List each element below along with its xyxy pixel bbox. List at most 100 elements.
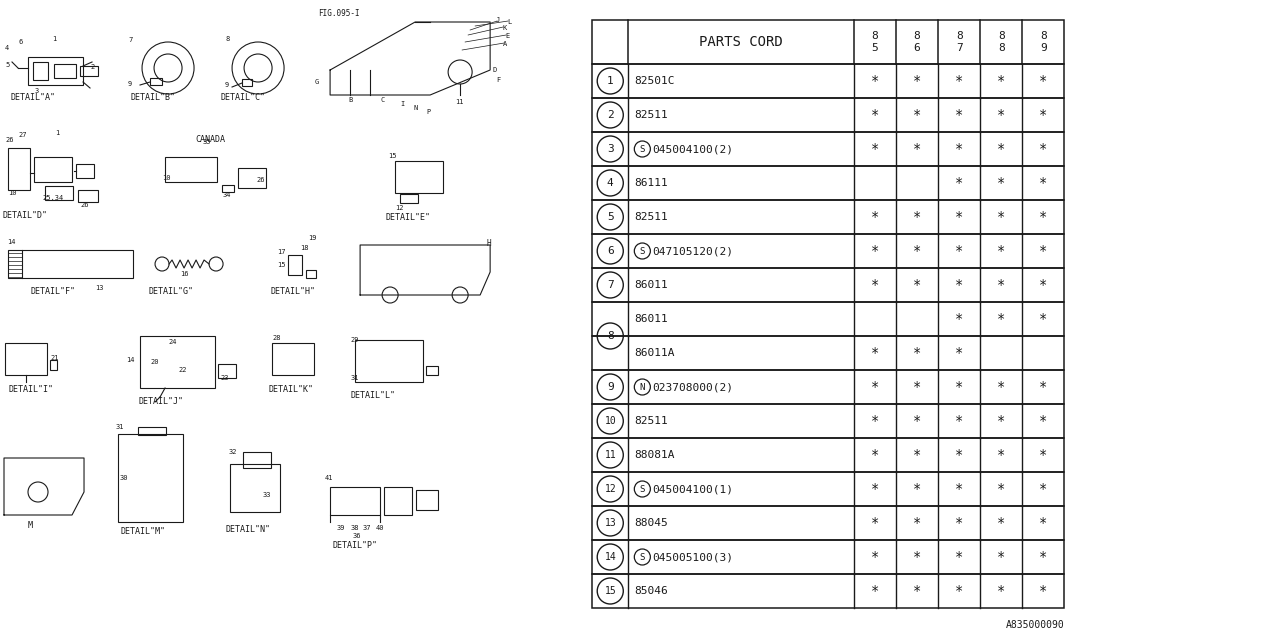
Text: DETAIL"N": DETAIL"N": [225, 525, 270, 534]
Text: 85046: 85046: [635, 586, 668, 596]
Bar: [230, 464, 280, 512]
Text: *: *: [997, 278, 1006, 292]
Text: 15: 15: [388, 153, 397, 159]
Bar: [593, 98, 1065, 132]
Text: DETAIL"L": DETAIL"L": [351, 392, 396, 401]
Text: 34: 34: [221, 192, 230, 198]
Text: 41: 41: [325, 475, 334, 481]
Text: 86011: 86011: [635, 280, 668, 290]
Text: DETAIL"H": DETAIL"H": [270, 287, 315, 296]
Text: 045004100(2): 045004100(2): [653, 144, 733, 154]
Text: S: S: [640, 552, 645, 561]
Bar: [593, 540, 1065, 574]
Text: 21: 21: [50, 355, 59, 361]
Text: *: *: [955, 142, 964, 156]
Text: *: *: [870, 584, 879, 598]
Text: 33: 33: [262, 492, 270, 498]
Bar: [150, 78, 163, 85]
Text: *: *: [913, 516, 922, 530]
Text: DETAIL"B": DETAIL"B": [131, 93, 175, 102]
Text: J: J: [495, 17, 499, 23]
Text: *: *: [870, 108, 879, 122]
Text: *: *: [997, 414, 1006, 428]
Text: DETAIL"G": DETAIL"G": [148, 287, 193, 296]
Text: *: *: [1039, 176, 1047, 190]
Text: *: *: [870, 244, 879, 258]
Text: E: E: [506, 33, 509, 39]
Text: DETAIL"A": DETAIL"A": [10, 93, 55, 102]
Text: 88045: 88045: [635, 518, 668, 528]
Text: *: *: [1039, 584, 1047, 598]
Text: 35: 35: [202, 139, 210, 145]
Text: 10: 10: [604, 416, 616, 426]
Bar: [243, 452, 271, 468]
Text: 82511: 82511: [635, 212, 668, 222]
Text: *: *: [870, 346, 879, 360]
Text: 22: 22: [178, 367, 187, 373]
Text: *: *: [870, 74, 879, 88]
Text: 23: 23: [220, 375, 229, 381]
Text: 14: 14: [125, 357, 134, 363]
Text: 26: 26: [5, 137, 14, 143]
Text: 2: 2: [90, 64, 95, 70]
Text: *: *: [1039, 380, 1047, 394]
Bar: [221, 185, 234, 192]
Text: M: M: [28, 520, 33, 529]
Text: 9: 9: [128, 81, 132, 87]
Text: 9: 9: [607, 382, 613, 392]
Bar: [78, 190, 99, 202]
Bar: [593, 200, 1065, 234]
Text: *: *: [870, 448, 879, 462]
Text: *: *: [870, 210, 879, 224]
Text: 8
9: 8 9: [1041, 31, 1047, 52]
Text: PARTS CORD: PARTS CORD: [699, 35, 783, 49]
Bar: [8, 148, 29, 190]
Text: DETAIL"P": DETAIL"P": [332, 541, 378, 550]
Text: 5: 5: [607, 212, 613, 222]
Text: 6: 6: [18, 39, 22, 45]
Text: *: *: [955, 244, 964, 258]
Text: *: *: [997, 312, 1006, 326]
Bar: [140, 336, 215, 388]
Text: 023708000(2): 023708000(2): [653, 382, 733, 392]
Bar: [593, 336, 1065, 370]
Text: 29: 29: [351, 337, 358, 343]
Text: 37: 37: [362, 525, 371, 531]
Text: 88081A: 88081A: [635, 450, 675, 460]
Text: *: *: [997, 244, 1006, 258]
Text: *: *: [997, 74, 1006, 88]
Text: 8
6: 8 6: [914, 31, 920, 52]
Text: 11: 11: [456, 99, 463, 105]
Text: 12: 12: [396, 205, 403, 211]
Text: 86111: 86111: [635, 178, 668, 188]
Bar: [165, 157, 218, 182]
Text: 14: 14: [604, 552, 616, 562]
Text: 3: 3: [35, 88, 40, 94]
Text: *: *: [913, 448, 922, 462]
Text: 86011A: 86011A: [635, 348, 675, 358]
Text: *: *: [1039, 108, 1047, 122]
Bar: [426, 366, 438, 375]
Text: *: *: [997, 550, 1006, 564]
Text: 7: 7: [607, 280, 613, 290]
Text: *: *: [913, 278, 922, 292]
Text: 2: 2: [607, 110, 613, 120]
Text: D: D: [492, 67, 497, 73]
Text: N: N: [640, 383, 645, 392]
Text: 31: 31: [351, 375, 358, 381]
Bar: [593, 472, 1065, 506]
Bar: [593, 268, 1065, 302]
Text: *: *: [913, 244, 922, 258]
Text: 82511: 82511: [635, 110, 668, 120]
Text: *: *: [997, 176, 1006, 190]
Bar: [45, 186, 73, 200]
Bar: [273, 343, 314, 375]
Bar: [5, 343, 47, 375]
Bar: [396, 161, 443, 193]
Text: 14: 14: [6, 239, 15, 245]
Text: 13: 13: [604, 518, 616, 528]
Text: H: H: [486, 239, 490, 248]
Text: 12: 12: [604, 484, 616, 494]
Text: 16: 16: [180, 271, 188, 277]
Text: *: *: [955, 278, 964, 292]
